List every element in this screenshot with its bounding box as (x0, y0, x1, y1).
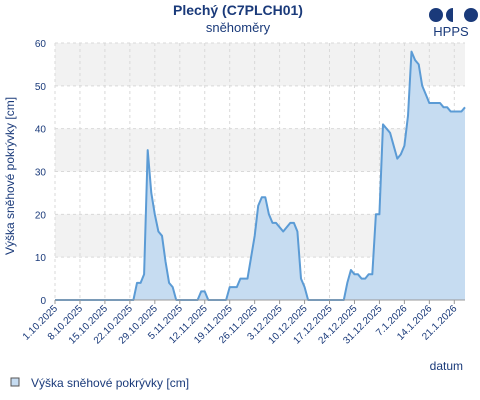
x-axis: 1.10.20258.10.202515.10.202522.10.202529… (21, 299, 465, 347)
logo-circle-right (464, 8, 478, 22)
y-tick-label: 40 (35, 125, 47, 136)
logo-half-circle (446, 8, 453, 22)
y-tick-label: 10 (35, 253, 47, 264)
snow-depth-line (55, 50, 466, 301)
legend-swatch (10, 377, 20, 387)
y-tick-label: 30 (35, 168, 47, 179)
legend: Výška sněhové pokrývky [cm] (10, 376, 189, 390)
snow-depth-area (55, 51, 465, 300)
y-tick-label: 0 (40, 296, 46, 307)
y-axis: 0 10 20 30 40 50 60 (35, 39, 47, 307)
chart-subtitle: sněhoměry (206, 20, 271, 35)
y-tick-label: 20 (35, 210, 47, 221)
x-axis-label: datum (430, 359, 463, 373)
y-tick-label: 60 (35, 39, 47, 50)
grid-band (55, 43, 465, 86)
data-area (55, 50, 466, 301)
y-axis-label: Výška sněhové pokrývky [cm] (3, 97, 17, 255)
y-tick-label: 50 (35, 82, 47, 93)
hpps-logo: HPPS (429, 8, 478, 39)
chart-title: Plechý (C7PLCH01) (173, 2, 303, 18)
logo-text: HPPS (433, 24, 469, 39)
legend-label: Výška sněhové pokrývky [cm] (31, 376, 189, 390)
logo-circle-left (429, 8, 443, 22)
